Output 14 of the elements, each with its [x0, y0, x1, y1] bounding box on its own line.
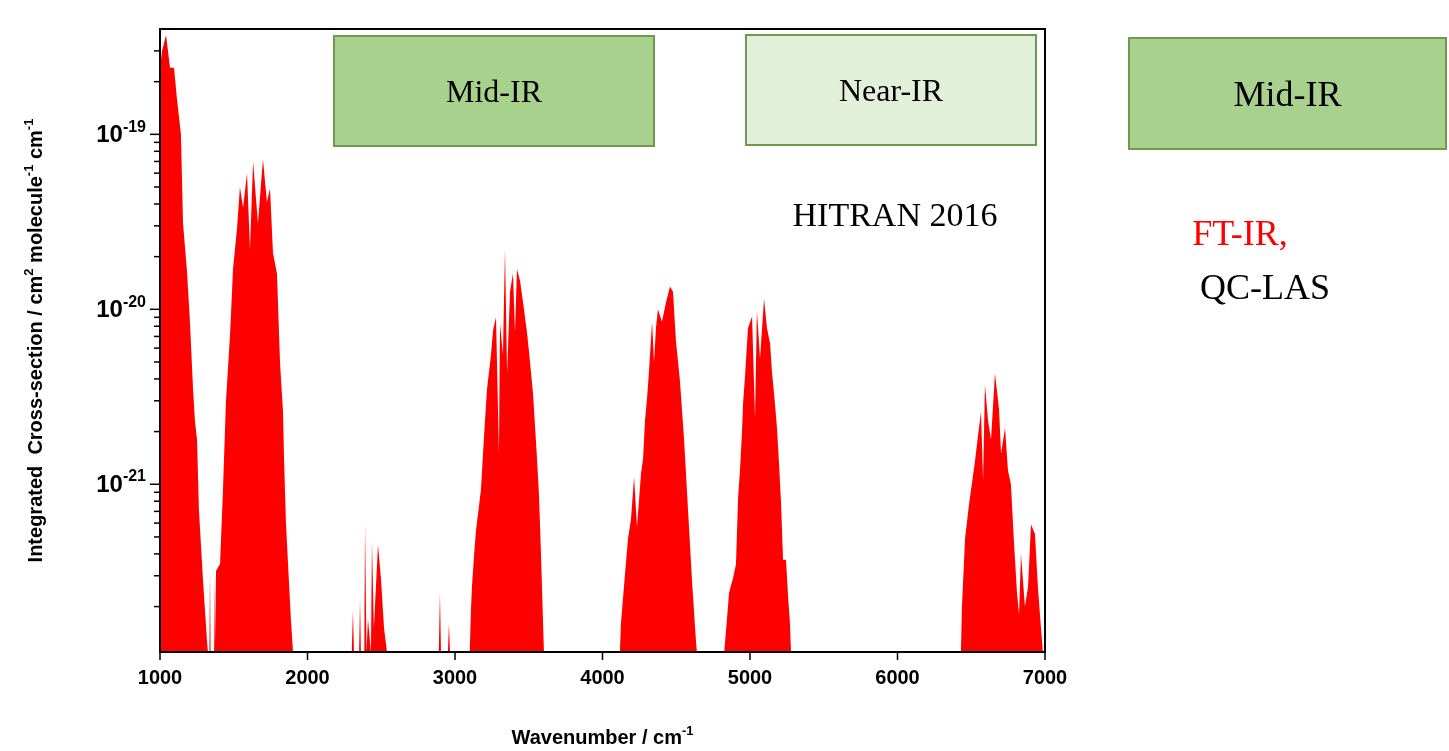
text: QC-LAS — [1199, 266, 1331, 309]
x-tick-label: 3000 — [432, 666, 478, 688]
y-axis-title: Integrated Cross-section / cm2 molecule-1 cm-1 — [21, 118, 46, 563]
x-tick-label: 1000 — [137, 666, 183, 688]
label-box: Mid-IR — [333, 35, 655, 147]
x-tick-label: 4000 — [580, 666, 625, 688]
x-tick-label: 7000 — [1022, 666, 1068, 688]
x-tick-label: 5000 — [727, 666, 773, 688]
x-tick-label: 2000 — [285, 666, 330, 688]
label-box: Mid-IR — [1128, 37, 1447, 150]
annotation: HITRAN 2016 — [791, 195, 999, 235]
text: FT-IR, — [1191, 212, 1289, 255]
x-tick-label: 6000 — [875, 666, 920, 688]
label-box: Near-IR — [745, 34, 1037, 146]
